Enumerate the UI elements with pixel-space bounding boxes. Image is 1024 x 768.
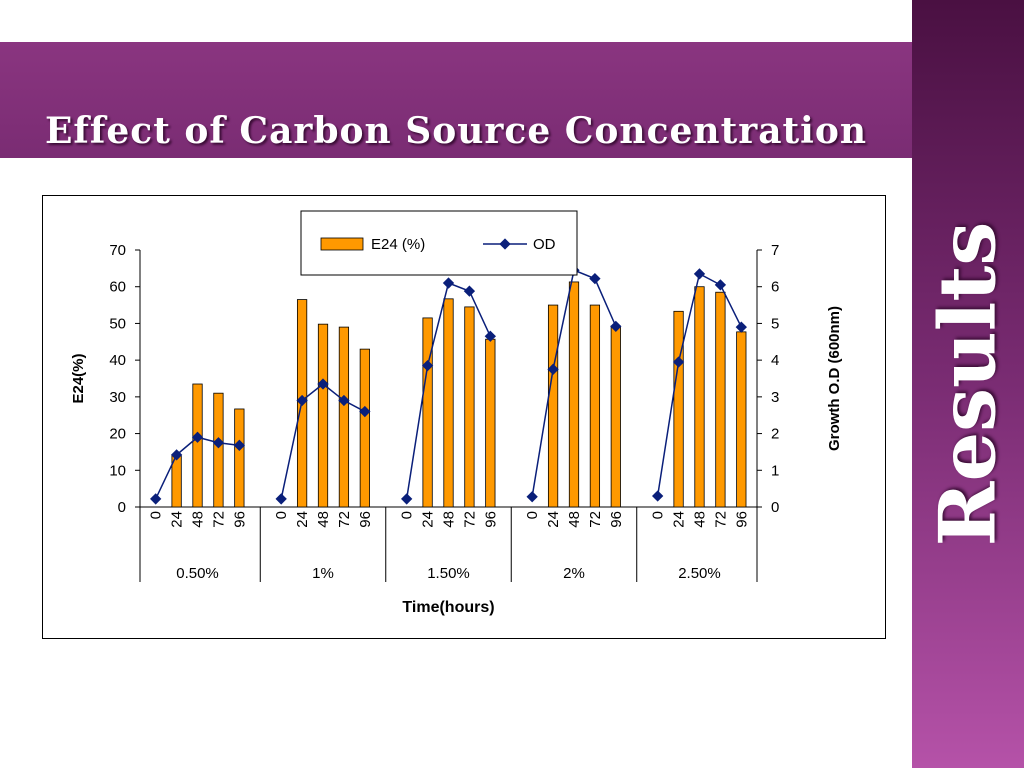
- y-tick-label: 50: [109, 315, 126, 332]
- e24-bar: [736, 331, 747, 508]
- od-point: [589, 272, 601, 285]
- y2-tick-label: 3: [771, 389, 779, 406]
- e24-bar: [213, 392, 224, 508]
- e24-bar: [485, 338, 496, 508]
- y2-axis-title: Growth O.D (600nm): [826, 306, 843, 451]
- y-tick-label: 40: [109, 352, 126, 369]
- legend-line-label: OD: [533, 236, 556, 253]
- time-tick-label: 48: [691, 511, 708, 528]
- time-tick-label: 24: [671, 511, 688, 528]
- group-label: 2%: [563, 565, 585, 582]
- time-tick-label: 24: [420, 511, 437, 528]
- time-tick-label: 0: [148, 511, 165, 519]
- x-axis-title: Time(hours): [402, 599, 494, 616]
- od-point: [233, 439, 246, 451]
- e24-bar: [359, 348, 370, 508]
- od-point: [275, 493, 287, 505]
- time-tick-label: 96: [608, 511, 625, 528]
- time-tick-label: 96: [482, 511, 499, 528]
- time-tick-label: 0: [524, 511, 541, 519]
- y-tick-label: 30: [109, 389, 126, 406]
- e24-bar: [715, 291, 726, 508]
- side-label: Results: [922, 221, 1014, 547]
- time-tick-label: 72: [336, 511, 353, 528]
- time-tick-label: 96: [733, 511, 750, 528]
- od-point: [526, 491, 538, 503]
- time-tick-label: 72: [587, 511, 604, 528]
- legend-bar-label: E24 (%): [371, 236, 425, 253]
- time-tick-label: 48: [441, 511, 458, 528]
- e24-bar: [338, 326, 350, 508]
- od-point: [547, 363, 559, 375]
- group-label: 0.50%: [176, 565, 219, 582]
- od-point: [421, 359, 434, 372]
- y2-tick-label: 0: [771, 499, 779, 516]
- y2-tick-label: 7: [771, 242, 779, 259]
- time-tick-label: 72: [210, 511, 227, 528]
- time-tick-label: 48: [566, 511, 583, 528]
- time-tick-label: 0: [273, 511, 290, 519]
- od-point: [463, 285, 476, 297]
- e24-bar: [547, 304, 559, 508]
- e24-bar: [464, 306, 475, 508]
- y-tick-label: 10: [109, 462, 126, 479]
- legend-bar-swatch: [320, 237, 364, 251]
- time-tick-label: 96: [231, 511, 248, 528]
- od-point: [212, 437, 225, 449]
- od-point: [317, 378, 329, 390]
- od-point: [693, 268, 706, 280]
- od-point: [714, 279, 727, 291]
- e24-bar: [673, 310, 684, 508]
- e24-bar: [694, 286, 705, 508]
- od-point: [672, 356, 685, 368]
- e24-bar: [317, 323, 329, 508]
- od-point: [359, 405, 371, 418]
- y-tick-label: 0: [118, 499, 126, 516]
- e24-bar: [568, 281, 580, 508]
- slide-title: Effect of Carbon Source Concentration: [44, 110, 868, 152]
- y2-tick-label: 2: [771, 426, 779, 443]
- time-tick-label: 0: [650, 511, 667, 519]
- time-tick-label: 24: [169, 511, 186, 528]
- e24-bar: [610, 325, 621, 508]
- time-tick-label: 48: [190, 511, 207, 528]
- od-point: [651, 490, 664, 502]
- od-point: [735, 321, 747, 333]
- od-point: [610, 320, 622, 333]
- group-label: 1%: [312, 565, 334, 582]
- e24-bar: [443, 298, 454, 508]
- y2-tick-label: 6: [771, 279, 779, 296]
- od-point: [296, 394, 308, 407]
- e24-od-chart: 0 10 20 30 40 50 60 70 0 1 2 3 4 5 6 7 E24(%) Growth O.D …: [70, 210, 843, 616]
- chart-frame: 0 10 20 30 40 50 60 70 0 1 2 3 4 5 6 7 E24(%) Growth O.D …: [42, 195, 886, 639]
- y-tick-label: 20: [109, 426, 126, 443]
- group-label: 2.50%: [678, 565, 721, 582]
- od-point: [442, 277, 455, 289]
- od-point: [338, 394, 350, 407]
- time-tick-label: 0: [399, 511, 416, 519]
- title-band: [0, 42, 912, 158]
- y2-tick-label: 5: [771, 315, 779, 332]
- y-axis-title: E24(%): [70, 353, 87, 403]
- e24-bar: [422, 317, 433, 508]
- y2-tick-label: 4: [771, 352, 779, 369]
- time-tick-label: 24: [545, 511, 562, 528]
- time-tick-label: 72: [712, 511, 729, 528]
- od-point: [150, 493, 162, 505]
- od-point: [191, 431, 204, 443]
- y-tick-label: 70: [109, 242, 126, 259]
- time-tick-label: 48: [315, 511, 332, 528]
- e24-bar: [192, 383, 203, 508]
- od-point: [401, 493, 413, 505]
- time-tick-label: 72: [461, 511, 478, 528]
- od-point: [484, 330, 496, 342]
- e24-bar: [234, 408, 245, 508]
- group-label: 1.50%: [427, 565, 470, 582]
- e24-bar: [589, 304, 601, 508]
- time-tick-label: 96: [357, 511, 374, 528]
- side-panel: [912, 0, 1024, 768]
- time-tick-label: 24: [294, 511, 311, 528]
- y2-tick-label: 1: [771, 462, 779, 479]
- y-tick-label: 60: [109, 279, 126, 296]
